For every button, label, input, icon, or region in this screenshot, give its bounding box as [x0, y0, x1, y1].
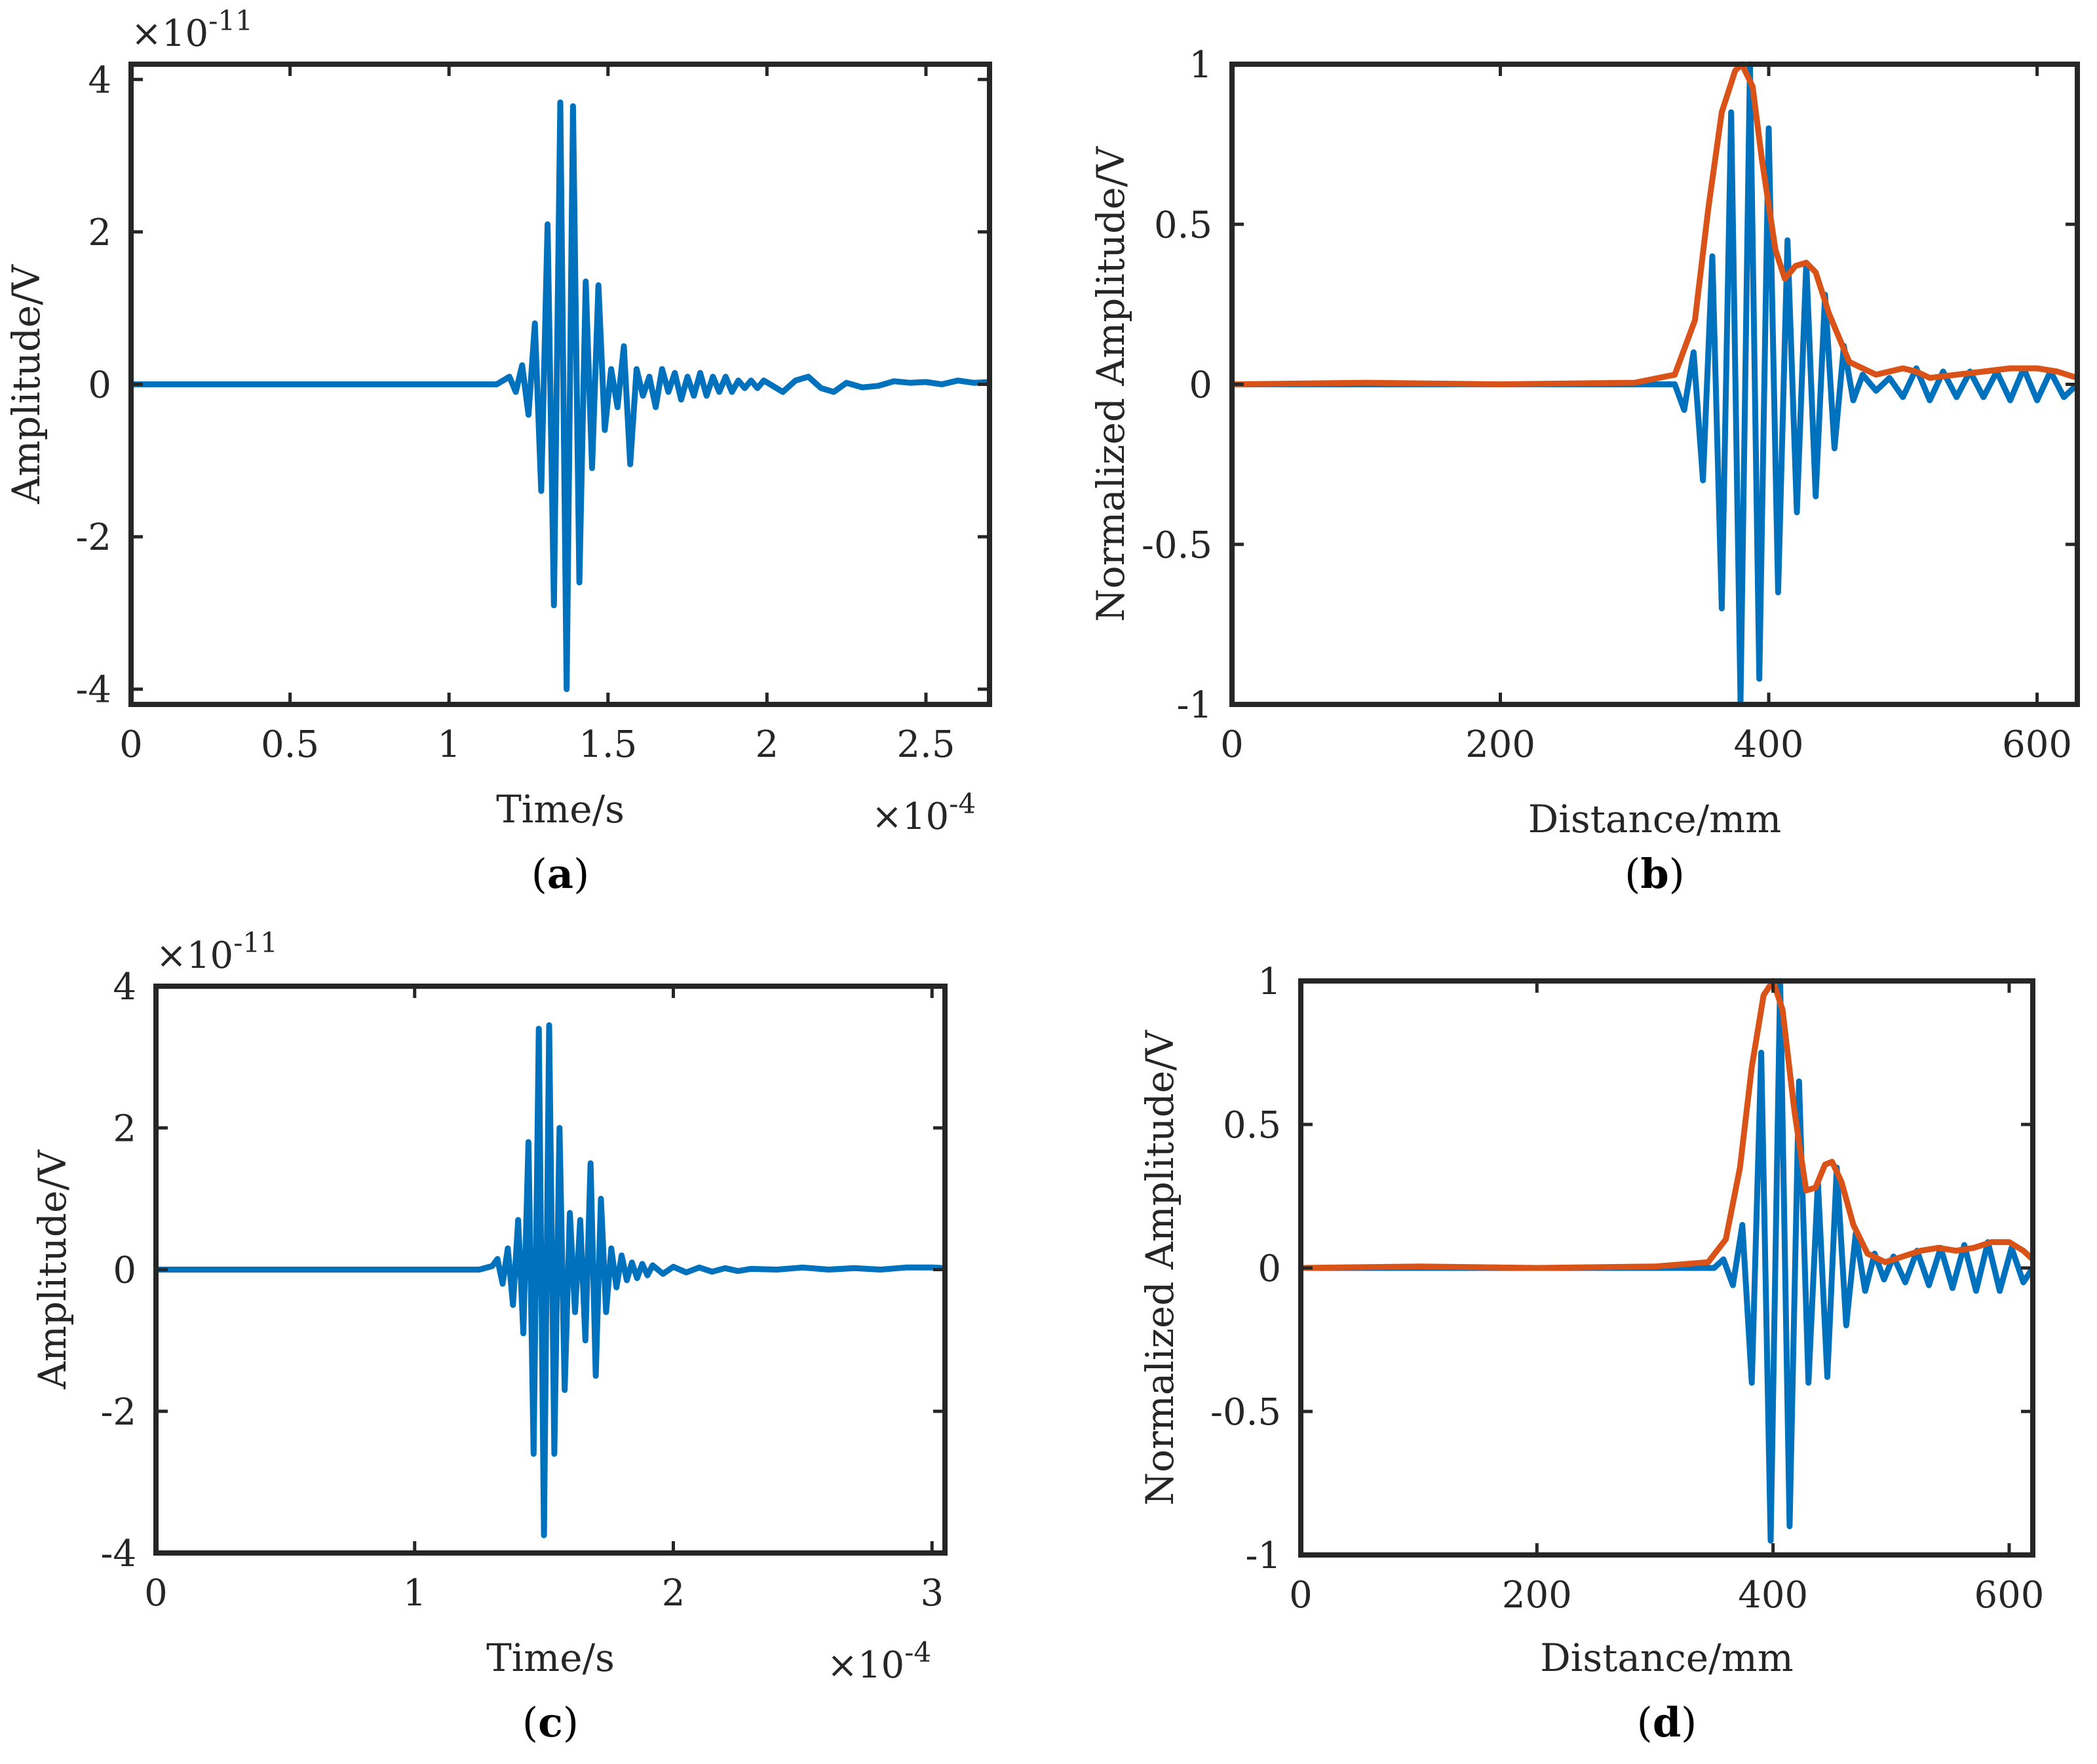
x-tick-label: 400	[1738, 1574, 1808, 1617]
y-axis-label: Normalized Amplitude/V	[1138, 1029, 1182, 1505]
x-axis-label: Distance/mm	[1540, 1636, 1793, 1680]
panel-label: (a)	[531, 850, 590, 898]
y-axis-label: Normalized Amplitude/V	[1088, 146, 1133, 622]
y-tick-label: 2	[88, 212, 111, 254]
x-axis-label: Distance/mm	[1528, 797, 1781, 841]
x-tick-label: 0	[1289, 1574, 1313, 1617]
x-tick-label: 2	[756, 723, 779, 766]
series-signal-b	[1232, 61, 2077, 704]
y-exponent-label: ×10-11	[156, 927, 278, 977]
series-envelope-b	[1232, 61, 2077, 387]
panel-label: (c)	[522, 1698, 579, 1746]
y-tick-label: 4	[113, 966, 136, 1008]
x-tick-label: 400	[1734, 723, 1804, 766]
chart-c: 0 1 2 3 -4 -2 0 2 4 Time/s Amplitude/V ×10-11 ×10-4 (…	[30, 927, 948, 1746]
y-tick-label: 1	[1189, 44, 1212, 86]
y-tick-label: 0	[113, 1250, 136, 1292]
y-tick-label: -4	[100, 1533, 136, 1575]
x-tick-label: 0	[119, 723, 143, 766]
y-axis-label: Amplitude/V	[30, 1149, 75, 1390]
x-exponent-label: ×10-4	[872, 788, 976, 838]
x-tick-label: 600	[2002, 723, 2072, 766]
chart-d: 0 200 400 600 -1 -0.5 0 0.5 1 Distance/mm Normaliz…	[1138, 961, 2044, 1746]
y-tick-label: 0.5	[1223, 1104, 1281, 1147]
x-tick-label: 0	[1220, 723, 1244, 766]
y-tick-label: -4	[75, 669, 111, 712]
series-signal-a	[131, 99, 990, 693]
y-tick-label: -2	[100, 1391, 136, 1434]
series-signal-c	[156, 1022, 945, 1539]
y-tick-label: 0	[1189, 364, 1212, 407]
x-tick-label: 200	[1465, 723, 1535, 766]
chart-a: 0 0.5 1 1.5 2 2.5 -4 -2 0 2 4 Time/s Amplitude/V ×10-…	[4, 5, 992, 898]
x-tick-label: 1	[437, 723, 461, 766]
y-axis-label: Amplitude/V	[4, 264, 48, 505]
series-signal-d	[1301, 978, 2033, 1544]
x-tick-label: 0	[144, 1572, 168, 1615]
x-tick-label: 1	[403, 1572, 427, 1615]
y-tick-label: 0	[1258, 1248, 1281, 1290]
series-envelope-d	[1301, 978, 2033, 1271]
y-tick-label: -1	[1176, 684, 1212, 727]
x-tick-label: 200	[1502, 1574, 1572, 1617]
y-tick-label: -0.5	[1210, 1391, 1281, 1434]
x-tick-label: 2.5	[896, 723, 955, 766]
y-tick-label: 4	[88, 59, 111, 102]
y-tick-label: -2	[75, 516, 111, 559]
x-axis-label: Time/s	[486, 1636, 615, 1680]
x-tick-label: 600	[1974, 1574, 2045, 1617]
y-tick-label: -0.5	[1142, 524, 1212, 567]
x-tick-label: 2	[662, 1572, 685, 1615]
x-tick-label: 0.5	[261, 723, 319, 766]
x-tick-label: 3	[920, 1572, 944, 1615]
panel-label: (b)	[1625, 850, 1685, 898]
y-tick-label: 0.5	[1154, 204, 1212, 246]
x-tick-label: 1.5	[579, 723, 637, 766]
y-tick-label: 1	[1258, 961, 1281, 1003]
chart-b: 0 200 400 600 -1 -0.5 0 0.5 1 Distance/mm Normaliz…	[1088, 44, 2080, 898]
x-axis-label: Time/s	[496, 787, 625, 832]
x-exponent-label: ×10-4	[827, 1636, 931, 1687]
y-tick-label: 2	[113, 1107, 136, 1150]
y-tick-label: -1	[1245, 1535, 1281, 1577]
panel-label: (d)	[1637, 1698, 1697, 1746]
y-tick-label: 0	[88, 364, 111, 407]
y-exponent-label: ×10-11	[131, 5, 253, 55]
